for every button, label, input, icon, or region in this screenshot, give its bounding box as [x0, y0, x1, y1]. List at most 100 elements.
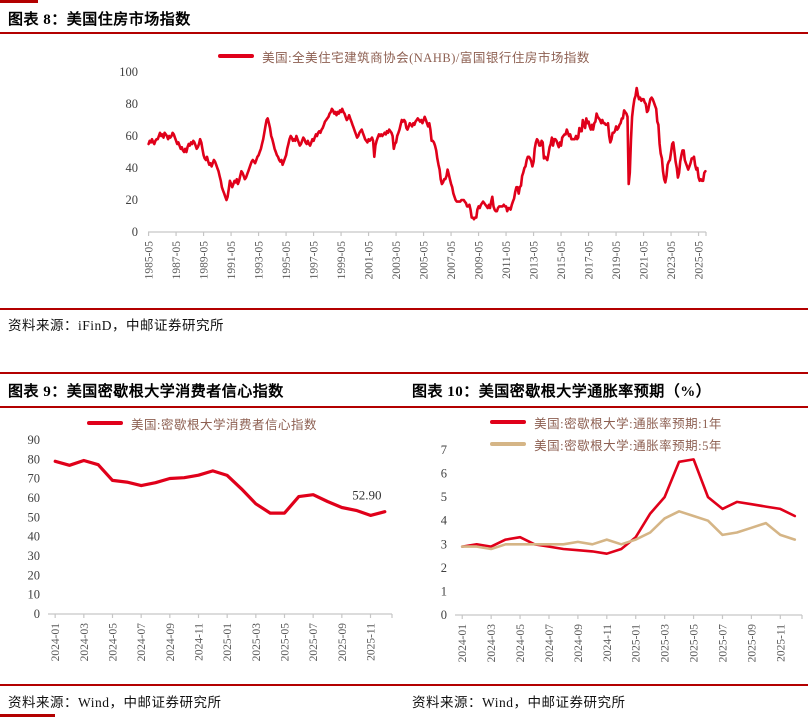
legend-swatch	[490, 420, 527, 424]
x-axis-tick-label: 2024-01	[457, 624, 469, 663]
legend-swatch	[490, 442, 527, 446]
y-axis-tick-label: 7	[441, 443, 447, 457]
legend-label: 美国:密歇根大学:通胀率预期:1年	[534, 416, 722, 431]
legend-label: 美国:密歇根大学消费者信心指数	[131, 417, 317, 432]
x-axis-tick-label: 2025-05	[689, 624, 701, 663]
x-axis-tick-label: 1997-05	[309, 241, 321, 280]
legend-item: 美国:密歇根大学消费者信心指数	[87, 414, 317, 433]
x-axis-tick-label: 2024-07	[136, 623, 148, 662]
series-line	[53, 458, 387, 518]
y-axis-tick-label: 60	[126, 129, 139, 143]
chart10-title: 图表 10：美国密歇根大学通胀率预期（%）	[412, 384, 712, 400]
x-axis-tick-label: 2025-05	[280, 623, 292, 662]
x-axis-tick-label: 1999-05	[336, 241, 348, 280]
x-axis-tick-label: 2024-11	[602, 624, 614, 662]
x-axis-tick-label: 2011-05	[501, 241, 513, 279]
x-axis-tick-label: 2025-07	[717, 624, 729, 663]
series-line	[460, 458, 797, 555]
x-axis-tick-label: 1989-05	[199, 241, 211, 280]
legend-item: 美国:密歇根大学:通胀率预期:1年	[490, 413, 722, 432]
y-axis-tick-label: 100	[119, 65, 138, 79]
x-axis-tick-label: 2024-03	[79, 623, 91, 662]
y-axis-tick-label: 70	[28, 472, 41, 486]
x-axis-tick-label: 2017-05	[584, 241, 596, 280]
x-axis-tick-label: 2024-07	[544, 624, 556, 663]
chart8-legend: 美国:全美住宅建筑商协会(NAHB)/富国银行住房市场指数	[0, 47, 808, 65]
y-axis-tick-label: 0	[34, 607, 40, 621]
y-axis-tick-label: 2	[441, 561, 447, 575]
last-value-label: 52.90	[352, 488, 381, 503]
y-axis-tick-label: 5	[441, 490, 447, 504]
x-axis-tick-label: 2024-11	[194, 623, 206, 661]
x-axis-tick-label: 2025-05	[694, 241, 706, 280]
x-axis-tick-label: 2024-03	[486, 624, 498, 663]
x-axis-tick-label: 1985-05	[144, 241, 156, 280]
y-axis-tick-label: 30	[28, 549, 41, 563]
chart8-source: 资料来源：iFinD，中邮证券研究所	[8, 318, 225, 333]
legend-item: 美国:密歇根大学:通胀率预期:5年	[490, 435, 722, 454]
y-axis-tick-label: 1	[441, 584, 447, 598]
x-axis-tick-label: 2019-05	[611, 241, 623, 280]
x-axis-tick-label: 2007-05	[446, 241, 458, 280]
y-axis-tick-label: 10	[28, 588, 41, 602]
x-axis-tick-label: 2003-05	[391, 241, 403, 280]
legend-label: 美国:全美住宅建筑商协会(NAHB)/富国银行住房市场指数	[262, 50, 590, 65]
y-axis-tick-label: 6	[441, 467, 447, 481]
y-axis-tick-label: 50	[28, 510, 41, 524]
y-axis-tick-label: 0	[132, 225, 138, 239]
x-axis-tick-label: 2025-11	[775, 624, 787, 662]
x-axis-tick-label: 2021-05	[639, 241, 651, 280]
x-axis-tick-label: 2023-05	[666, 241, 678, 280]
y-axis-tick-label: 20	[126, 193, 139, 207]
x-axis-tick-label: 2024-09	[573, 624, 585, 663]
chart9-legend: 美国:密歇根大学消费者信心指数	[0, 414, 404, 432]
series-line	[460, 510, 797, 551]
divider-above-sources-9-10	[0, 684, 808, 686]
bottom-left-rule-stub	[0, 714, 55, 717]
chart8-title: 图表 8：美国住房市场指数	[8, 12, 191, 28]
legend-label: 美国:密歇根大学:通胀率预期:5年	[534, 438, 722, 453]
inflation-expectations-chart: 0 1 2 3 4 5 6 7 2024-01 2024-03 2024-05 2024-07 2024…	[441, 443, 803, 663]
divider-top-bottom-section	[0, 372, 808, 374]
legend-swatch	[218, 54, 255, 58]
x-axis-tick-label: 1995-05	[281, 241, 293, 280]
legend-item: 美国:全美住宅建筑商协会(NAHB)/富国银行住房市场指数	[218, 47, 590, 66]
chart10-legend: 美国:密歇根大学:通胀率预期:1年 美国:密歇根大学:通胀率预期:5年	[404, 413, 808, 454]
divider-above-source-8	[0, 308, 808, 310]
x-axis-tick-label: 2001-05	[364, 241, 376, 280]
chart9-title: 图表 9：美国密歇根大学消费者信心指数	[8, 384, 284, 400]
y-axis-tick-label: 4	[441, 514, 448, 528]
x-axis-tick-label: 2024-09	[165, 623, 177, 662]
chart10-source: 资料来源：Wind，中邮证券研究所	[412, 695, 626, 710]
y-axis-tick-label: 80	[126, 97, 139, 111]
x-axis-tick-label: 2025-09	[746, 624, 758, 663]
x-axis-tick-label: 2015-05	[556, 241, 568, 280]
top-left-rule-stub	[0, 0, 38, 3]
x-axis-tick-label: 2024-05	[108, 623, 120, 662]
x-axis-tick-label: 2025-03	[660, 624, 672, 663]
x-axis-tick-label: 2025-11	[366, 623, 378, 661]
x-axis-tick-label: 1991-05	[226, 241, 238, 280]
x-axis-tick-label: 2025-07	[308, 623, 320, 662]
x-axis-tick-label: 1987-05	[171, 241, 183, 280]
x-axis-tick-label: 2013-05	[529, 241, 541, 280]
x-axis-tick-label: 2025-03	[251, 623, 263, 662]
x-axis-tick-label: 2025-09	[337, 623, 349, 662]
x-axis-tick-label: 2005-05	[419, 241, 431, 280]
chart9-source: 资料来源：Wind，中邮证券研究所	[8, 695, 222, 710]
x-axis-tick-label: 2025-01	[222, 623, 234, 662]
divider-under-titles-9-10	[0, 406, 808, 408]
x-axis-tick-label: 2024-01	[50, 623, 62, 662]
divider-under-title-8	[0, 32, 808, 34]
y-axis-tick-label: 20	[28, 568, 41, 582]
consumer-sentiment-chart: 0 10 20 30 40 50 60 70 80 90 2024-01 2024-03 2024-05…	[28, 433, 393, 662]
legend-swatch	[87, 421, 123, 425]
series-line	[147, 86, 707, 221]
x-axis-tick-label: 2024-05	[515, 624, 527, 663]
y-axis-tick-label: 40	[126, 161, 139, 175]
y-axis-tick-label: 0	[441, 608, 447, 622]
y-axis-tick-label: 3	[441, 537, 447, 551]
x-axis-tick-label: 1993-05	[254, 241, 266, 280]
y-axis-tick-label: 40	[28, 530, 41, 544]
